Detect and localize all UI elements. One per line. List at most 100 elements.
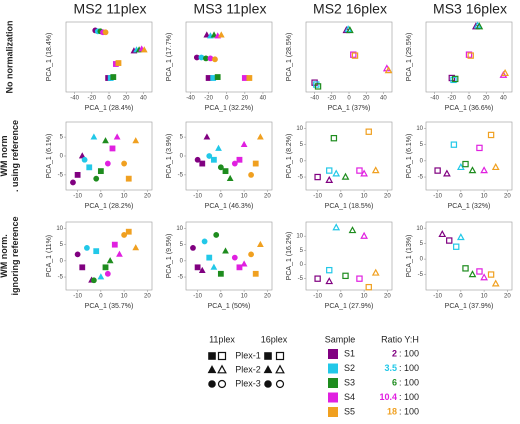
x-tick-label: 20 xyxy=(363,96,370,102)
marker-triangle xyxy=(275,364,285,374)
marker-square xyxy=(194,264,201,271)
marker-triangle xyxy=(360,231,368,239)
legend-swatch xyxy=(328,378,338,388)
marker-circle xyxy=(213,232,220,238)
marker-triangle xyxy=(468,166,477,174)
marker-circle xyxy=(275,379,285,389)
marker-triangle xyxy=(438,229,447,238)
marker-triangle xyxy=(332,169,341,177)
x-tick-label: -40 xyxy=(310,96,319,102)
marker-circle xyxy=(84,245,90,251)
y-axis-label: PCA_1 (11%) xyxy=(46,235,53,277)
x-tick-label: 20 xyxy=(384,194,391,200)
x-tick-label: 0 xyxy=(459,294,463,300)
marker-square xyxy=(275,351,285,361)
marker-triangle xyxy=(116,250,123,257)
marker-circle xyxy=(231,160,238,167)
marker-triangle xyxy=(332,223,341,231)
marker-circle xyxy=(194,156,201,163)
x-tick-label: 20 xyxy=(264,294,271,300)
plot-frame xyxy=(185,221,273,291)
x-tick-label: -40 xyxy=(186,96,195,102)
marker-triangle xyxy=(325,175,334,183)
y-axis-label: PCA_1 (16.2%) xyxy=(286,232,293,281)
marker-triangle xyxy=(217,31,225,38)
y-axis-label: PCA_1 (8.2%) xyxy=(286,134,293,179)
x-tick-label: -10 xyxy=(433,194,442,200)
x-tick-label: 0 xyxy=(347,96,351,102)
x-tick-label: -20 xyxy=(327,96,336,102)
marker-circle xyxy=(121,160,128,167)
marker-circle xyxy=(104,160,111,167)
marker-square xyxy=(314,275,321,282)
marker-square xyxy=(79,264,86,271)
marker-square xyxy=(365,283,372,291)
marker-square xyxy=(487,271,495,278)
y-tick-label: 0 xyxy=(300,158,304,164)
marker-triangle xyxy=(132,244,140,251)
marker-triangle xyxy=(480,273,488,281)
marker-triangle xyxy=(480,166,488,174)
marker-triangle xyxy=(468,270,477,278)
row-label: ignoring reference xyxy=(10,216,20,295)
marker-square xyxy=(214,74,221,80)
marker-circle xyxy=(81,156,88,163)
marker-triangle xyxy=(443,169,451,177)
marker-square xyxy=(356,275,363,282)
marker-triangle xyxy=(456,233,465,241)
marker-square xyxy=(74,171,81,178)
ratio-value: 3.5 xyxy=(384,363,397,373)
x-axis-label: PCA_1 (28.4%) xyxy=(85,105,134,112)
y-tick-label: -5 xyxy=(178,172,184,178)
y-tick-label: -5 xyxy=(418,272,424,278)
legend-swatch xyxy=(328,349,338,359)
x-tick-label: 20 xyxy=(264,194,271,200)
column-title: MS2 16plex xyxy=(313,1,387,17)
marker-square xyxy=(452,75,459,83)
marker-circle xyxy=(201,238,208,245)
x-axis-label: PCA_1 (36.6%) xyxy=(445,105,494,112)
x-tick-label: 20 xyxy=(123,96,130,102)
ratio-value: 18 xyxy=(387,406,397,416)
x-tick-label: 0 xyxy=(339,294,343,300)
marker-triangle xyxy=(491,162,500,171)
x-tick-label: -20 xyxy=(204,96,213,102)
x-tick-label: 10 xyxy=(121,194,128,200)
y-tick-label: 5 xyxy=(60,135,64,141)
y-tick-label: 5 xyxy=(60,242,64,248)
x-tick-label: -10 xyxy=(193,194,202,200)
y-tick-label: -5 xyxy=(178,275,184,281)
y-axis-label: PCA_1 (3.9%) xyxy=(166,134,173,179)
marker-triangle xyxy=(257,240,264,248)
marker-triangle xyxy=(207,365,217,374)
x-tick-label: 20 xyxy=(241,96,248,102)
legend-label: S3 xyxy=(344,377,355,387)
x-axis-label: PCA_1 (46.3%) xyxy=(205,203,254,210)
marker-square xyxy=(462,160,469,168)
y-tick-label: 0 xyxy=(60,154,64,160)
marker-square xyxy=(236,156,243,163)
x-axis-label: PCA_1 (37.9%) xyxy=(445,303,494,310)
marker-square xyxy=(97,168,104,175)
legend-swatch xyxy=(328,407,338,417)
marker-triangle xyxy=(203,31,211,38)
marker-triangle xyxy=(348,226,357,234)
marker-triangle xyxy=(499,70,508,78)
x-tick-label: -40 xyxy=(70,96,79,102)
marker-triangle xyxy=(257,133,264,140)
marker-square xyxy=(217,270,224,277)
legend-label: Plex-3 xyxy=(235,378,261,388)
x-tick-label: 20 xyxy=(144,194,151,200)
ratio-suffix: : 100 xyxy=(399,392,419,402)
legend-label: S5 xyxy=(344,406,355,416)
y-tick-label: 10 xyxy=(56,226,63,232)
y-tick-label: -5 xyxy=(418,175,424,181)
marker-triangle xyxy=(371,166,380,174)
x-tick-label: 0 xyxy=(339,194,343,200)
marker-triangle xyxy=(226,174,234,182)
y-tick-label: 5 xyxy=(420,142,424,148)
marker-square xyxy=(246,75,253,81)
x-tick-label: 20 xyxy=(483,96,490,102)
ratio-value: 2 xyxy=(392,348,397,358)
x-tick-label: 0 xyxy=(107,96,111,102)
